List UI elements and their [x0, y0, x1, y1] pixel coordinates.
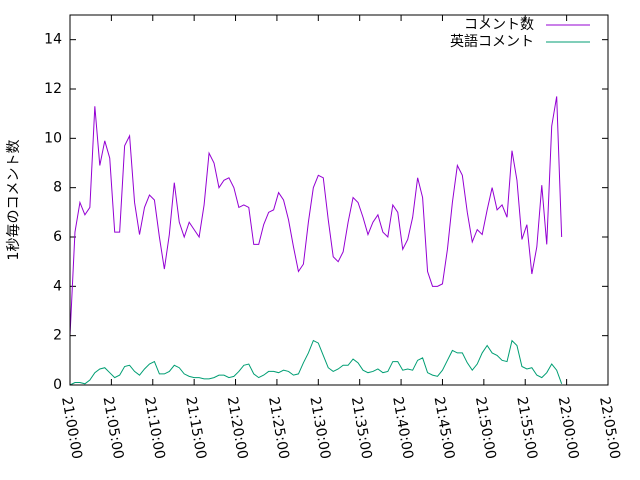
series-line: [69, 339, 563, 386]
series-line: [69, 96, 563, 336]
plot-border: [69, 14, 609, 386]
y-tick-label: 2: [53, 328, 62, 344]
legend-label: コメント数: [464, 17, 534, 33]
y-tick-label: 4: [53, 278, 62, 294]
legend-label: 英語コメント: [450, 33, 534, 50]
y-tick-label: 0: [53, 377, 62, 393]
y-tick-label: 12: [44, 81, 62, 97]
y-tick-label: 14: [44, 32, 62, 48]
y-tick-label: 6: [53, 229, 62, 245]
y-tick-label: 10: [44, 130, 62, 146]
y-axis-label: 1秒毎のコメント数: [6, 140, 22, 261]
y-tick-label: 8: [53, 180, 62, 196]
